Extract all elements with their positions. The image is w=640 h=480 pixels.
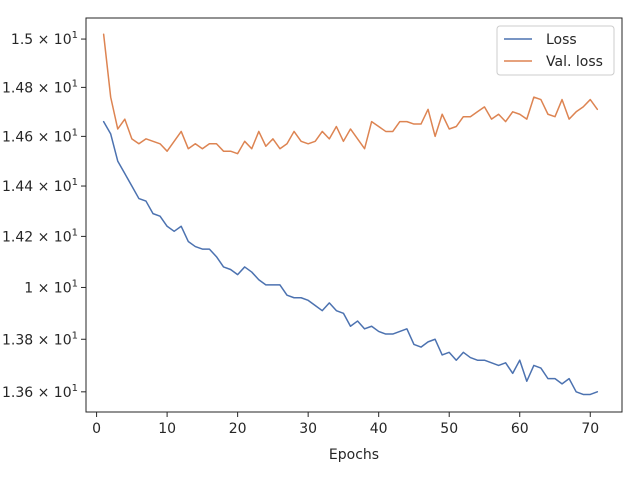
y-tick-label: 1.42 × 101	[2, 227, 78, 245]
x-axis-label: Epochs	[329, 447, 379, 463]
x-tick-label: 0	[92, 421, 101, 437]
x-tick-label: 70	[581, 421, 599, 437]
series-line-val-loss	[102, 33, 599, 155]
x-tick-label: 40	[370, 421, 388, 437]
x-tick-label: 50	[440, 421, 458, 437]
y-tick-label: 1.36 × 101	[2, 383, 78, 401]
y-tick-label: 1 × 101	[24, 278, 78, 296]
series-line-loss	[102, 120, 599, 396]
y-tick-label: 1.46 × 101	[2, 127, 78, 145]
y-axis: 1.36 × 101 1.38 × 101 1 × 101 1.42 × 101 1.4…	[2, 30, 86, 401]
legend-label-loss: Loss	[546, 32, 577, 48]
x-axis: 0 10 20 30 40 50 60 70	[92, 412, 599, 437]
y-tick-label: 1.38 × 101	[2, 330, 78, 348]
y-tick-label: 1.44 × 101	[2, 177, 78, 195]
x-tick-label: 10	[158, 421, 176, 437]
legend-label-val-loss: Val. loss	[546, 54, 603, 70]
x-tick-label: 60	[511, 421, 529, 437]
x-tick-label: 30	[299, 421, 317, 437]
y-tick-label: 1.48 × 101	[2, 78, 78, 96]
legend: Loss Val. loss	[496, 25, 615, 76]
plot-frame	[85, 17, 623, 413]
series-layer	[102, 33, 599, 396]
y-tick-label: 1.5 × 101	[11, 30, 78, 48]
x-tick-label: 20	[229, 421, 247, 437]
